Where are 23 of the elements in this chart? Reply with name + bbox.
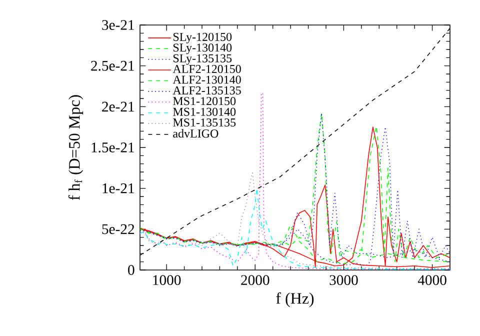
legend-label: ALF2-135135: [172, 86, 241, 94]
x-tick-label: 4000: [418, 275, 446, 286]
y-tick-label: 2e-21: [102, 102, 134, 112]
legend-label: MS1-120150: [173, 97, 236, 106]
y-tick-label: 3e-21: [102, 20, 134, 30]
legend-label: ALF2-130140: [172, 76, 241, 84]
y-tick-label: 1e-21: [102, 183, 134, 194]
legend-label: SLy-130140: [173, 44, 232, 54]
x-tick-label: 1000: [153, 275, 181, 286]
legend-label: MS1-130140: [173, 108, 236, 116]
y-tick-label: 2.5e-21: [91, 60, 134, 71]
y-axis-title: f h$_{f}$ (D=50 Mpc): [68, 95, 84, 200]
y-tick-label: 1.5e-21: [92, 142, 134, 152]
y-tick-label: 5e-22: [102, 224, 134, 234]
y-tick-label: 0: [128, 265, 134, 275]
x-tick-label: 2000: [241, 275, 270, 286]
legend-label: SLy-120150: [173, 32, 232, 44]
legend-label: advLIGO: [173, 129, 218, 138]
x-tick-label: 3000: [330, 275, 358, 286]
x-axis-title: f (Hz): [276, 292, 314, 308]
legend-label: MS1-135135: [173, 118, 236, 127]
legend-label: SLy-135135: [173, 54, 232, 65]
legend-label: ALF2-120150: [172, 64, 241, 74]
